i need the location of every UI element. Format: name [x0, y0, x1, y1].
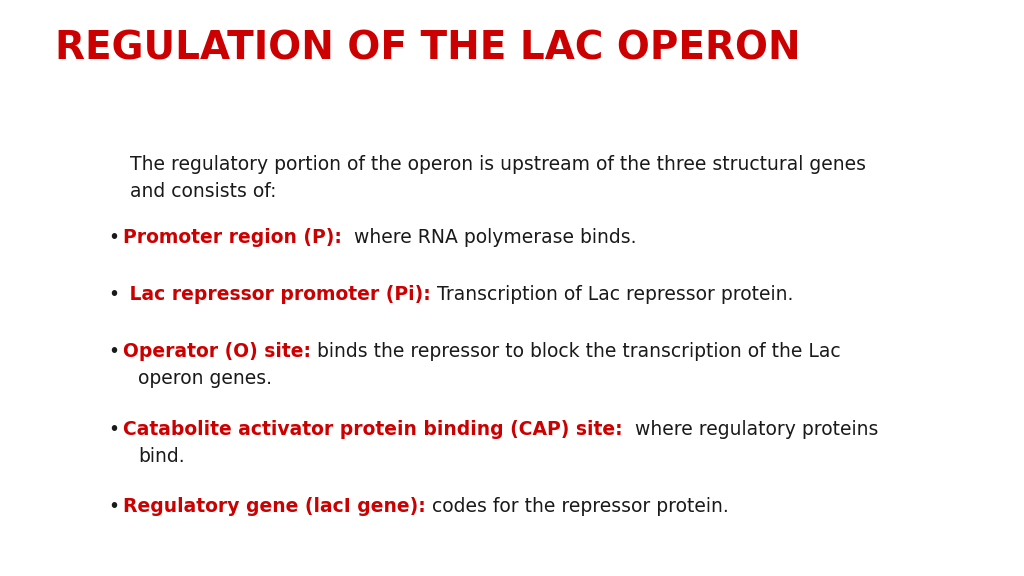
- Text: The regulatory portion of the operon is upstream of the three structural genes: The regulatory portion of the operon is …: [130, 155, 866, 174]
- Text: Transcription of Lac repressor protein.: Transcription of Lac repressor protein.: [431, 285, 794, 304]
- Text: where RNA polymerase binds.: where RNA polymerase binds.: [342, 228, 636, 247]
- Text: operon genes.: operon genes.: [138, 369, 272, 388]
- Text: bind.: bind.: [138, 447, 184, 466]
- Text: •: •: [108, 342, 119, 361]
- Text: binds the repressor to block the transcription of the Lac: binds the repressor to block the transcr…: [311, 342, 841, 361]
- Text: •: •: [108, 497, 119, 516]
- Text: and consists of:: and consists of:: [130, 182, 276, 201]
- Text: Promoter region (P):: Promoter region (P):: [123, 228, 342, 247]
- Text: •: •: [108, 228, 119, 247]
- Text: Operator (O) site:: Operator (O) site:: [123, 342, 311, 361]
- Text: where regulatory proteins: where regulatory proteins: [623, 420, 878, 439]
- Text: REGULATION OF THE LAC OPERON: REGULATION OF THE LAC OPERON: [55, 30, 801, 68]
- Text: •: •: [108, 285, 119, 304]
- Text: Catabolite activator protein binding (CAP) site:: Catabolite activator protein binding (CA…: [123, 420, 623, 439]
- Text: Regulatory gene (lacI gene):: Regulatory gene (lacI gene):: [123, 497, 426, 516]
- Text: Lac repressor promoter (Pi):: Lac repressor promoter (Pi):: [123, 285, 431, 304]
- Text: •: •: [108, 420, 119, 439]
- Text: codes for the repressor protein.: codes for the repressor protein.: [426, 497, 728, 516]
